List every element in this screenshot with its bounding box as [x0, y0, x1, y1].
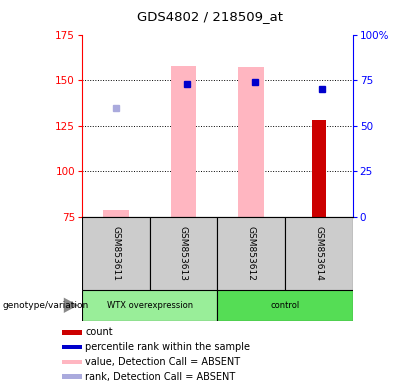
Text: GDS4802 / 218509_at: GDS4802 / 218509_at — [137, 10, 283, 23]
Text: genotype/variation: genotype/variation — [2, 301, 88, 310]
Text: GSM853614: GSM853614 — [315, 226, 323, 281]
Bar — [62, 359, 82, 364]
Bar — [62, 374, 82, 379]
Text: GSM853613: GSM853613 — [179, 226, 188, 281]
Bar — [82, 290, 218, 321]
Text: WTX overexpression: WTX overexpression — [107, 301, 193, 310]
Text: percentile rank within the sample: percentile rank within the sample — [85, 342, 250, 352]
Polygon shape — [64, 298, 78, 313]
Bar — [238, 68, 264, 217]
Bar — [218, 290, 353, 321]
Bar — [150, 217, 218, 290]
Text: GSM853611: GSM853611 — [111, 226, 120, 281]
Text: GSM853612: GSM853612 — [247, 226, 256, 281]
Text: rank, Detection Call = ABSENT: rank, Detection Call = ABSENT — [85, 372, 236, 382]
Bar — [103, 210, 129, 217]
Bar — [62, 345, 82, 349]
Bar — [82, 217, 150, 290]
Bar — [62, 330, 82, 334]
Text: value, Detection Call = ABSENT: value, Detection Call = ABSENT — [85, 357, 240, 367]
Bar — [171, 66, 197, 217]
Bar — [218, 217, 285, 290]
Bar — [312, 120, 326, 217]
Text: control: control — [270, 301, 300, 310]
Text: count: count — [85, 327, 113, 337]
Bar — [285, 217, 353, 290]
